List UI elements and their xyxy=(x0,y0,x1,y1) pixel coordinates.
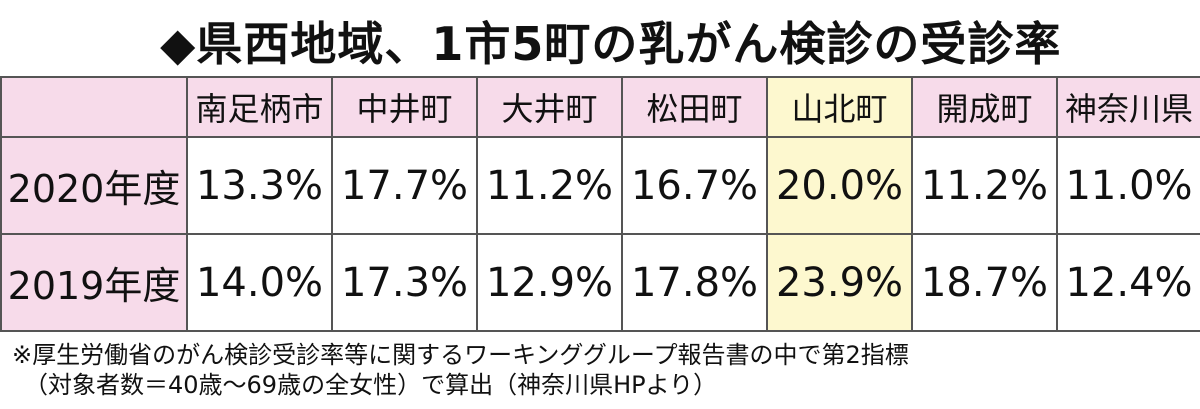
rate-cell: 17.7% xyxy=(331,136,478,235)
column-header: 神奈川県 xyxy=(1056,76,1200,138)
column-header: 中井町 xyxy=(331,76,478,138)
rate-cell: 13.3% xyxy=(186,136,333,235)
row-header-year: 2020年度 xyxy=(0,136,188,235)
table-corner-cell xyxy=(0,76,188,138)
rate-cell-highlighted: 20.0% xyxy=(766,136,913,235)
rate-cell: 17.8% xyxy=(621,233,768,332)
rate-cell: 18.7% xyxy=(911,233,1058,332)
column-header: 松田町 xyxy=(621,76,768,138)
row-header-year: 2019年度 xyxy=(0,233,188,332)
source-note-line: ※厚生労働省のがん検診受診率等に関するワーキンググループ報告書の中で第2指標 xyxy=(12,341,909,369)
rate-cell: 11.2% xyxy=(911,136,1058,235)
rate-cell: 12.4% xyxy=(1056,233,1200,332)
rate-cell: 12.9% xyxy=(476,233,623,332)
rate-cell: 14.0% xyxy=(186,233,333,332)
column-header: 開成町 xyxy=(911,76,1058,138)
table-row: 2019年度 14.0% 17.3% 12.9% 17.8% 23.9% 18.… xyxy=(0,233,1200,332)
column-header: 南足柄市 xyxy=(186,76,333,138)
table-row: 2020年度 13.3% 17.7% 11.2% 16.7% 20.0% 11.… xyxy=(0,136,1200,235)
source-note: ※厚生労働省のがん検診受診率等に関するワーキンググループ報告書の中で第2指標 （… xyxy=(12,340,909,400)
rate-cell-highlighted: 23.9% xyxy=(766,233,913,332)
source-note-line: （対象者数＝40歳〜69歳の全女性）で算出（神奈川県HPより） xyxy=(24,371,718,399)
column-header-highlighted: 山北町 xyxy=(766,76,913,138)
table-header-row: 南足柄市 中井町 大井町 松田町 山北町 開成町 神奈川県 xyxy=(0,76,1200,138)
screening-rate-table: 南足柄市 中井町 大井町 松田町 山北町 開成町 神奈川県 2020年度 13.… xyxy=(0,76,1200,332)
rate-cell: 17.3% xyxy=(331,233,478,332)
rate-cell: 16.7% xyxy=(621,136,768,235)
column-header: 大井町 xyxy=(476,76,623,138)
rate-cell: 11.2% xyxy=(476,136,623,235)
rate-cell: 11.0% xyxy=(1056,136,1200,235)
page-title: ◆県西地域、1市5町の乳がん検診の受診率 xyxy=(160,17,1062,71)
